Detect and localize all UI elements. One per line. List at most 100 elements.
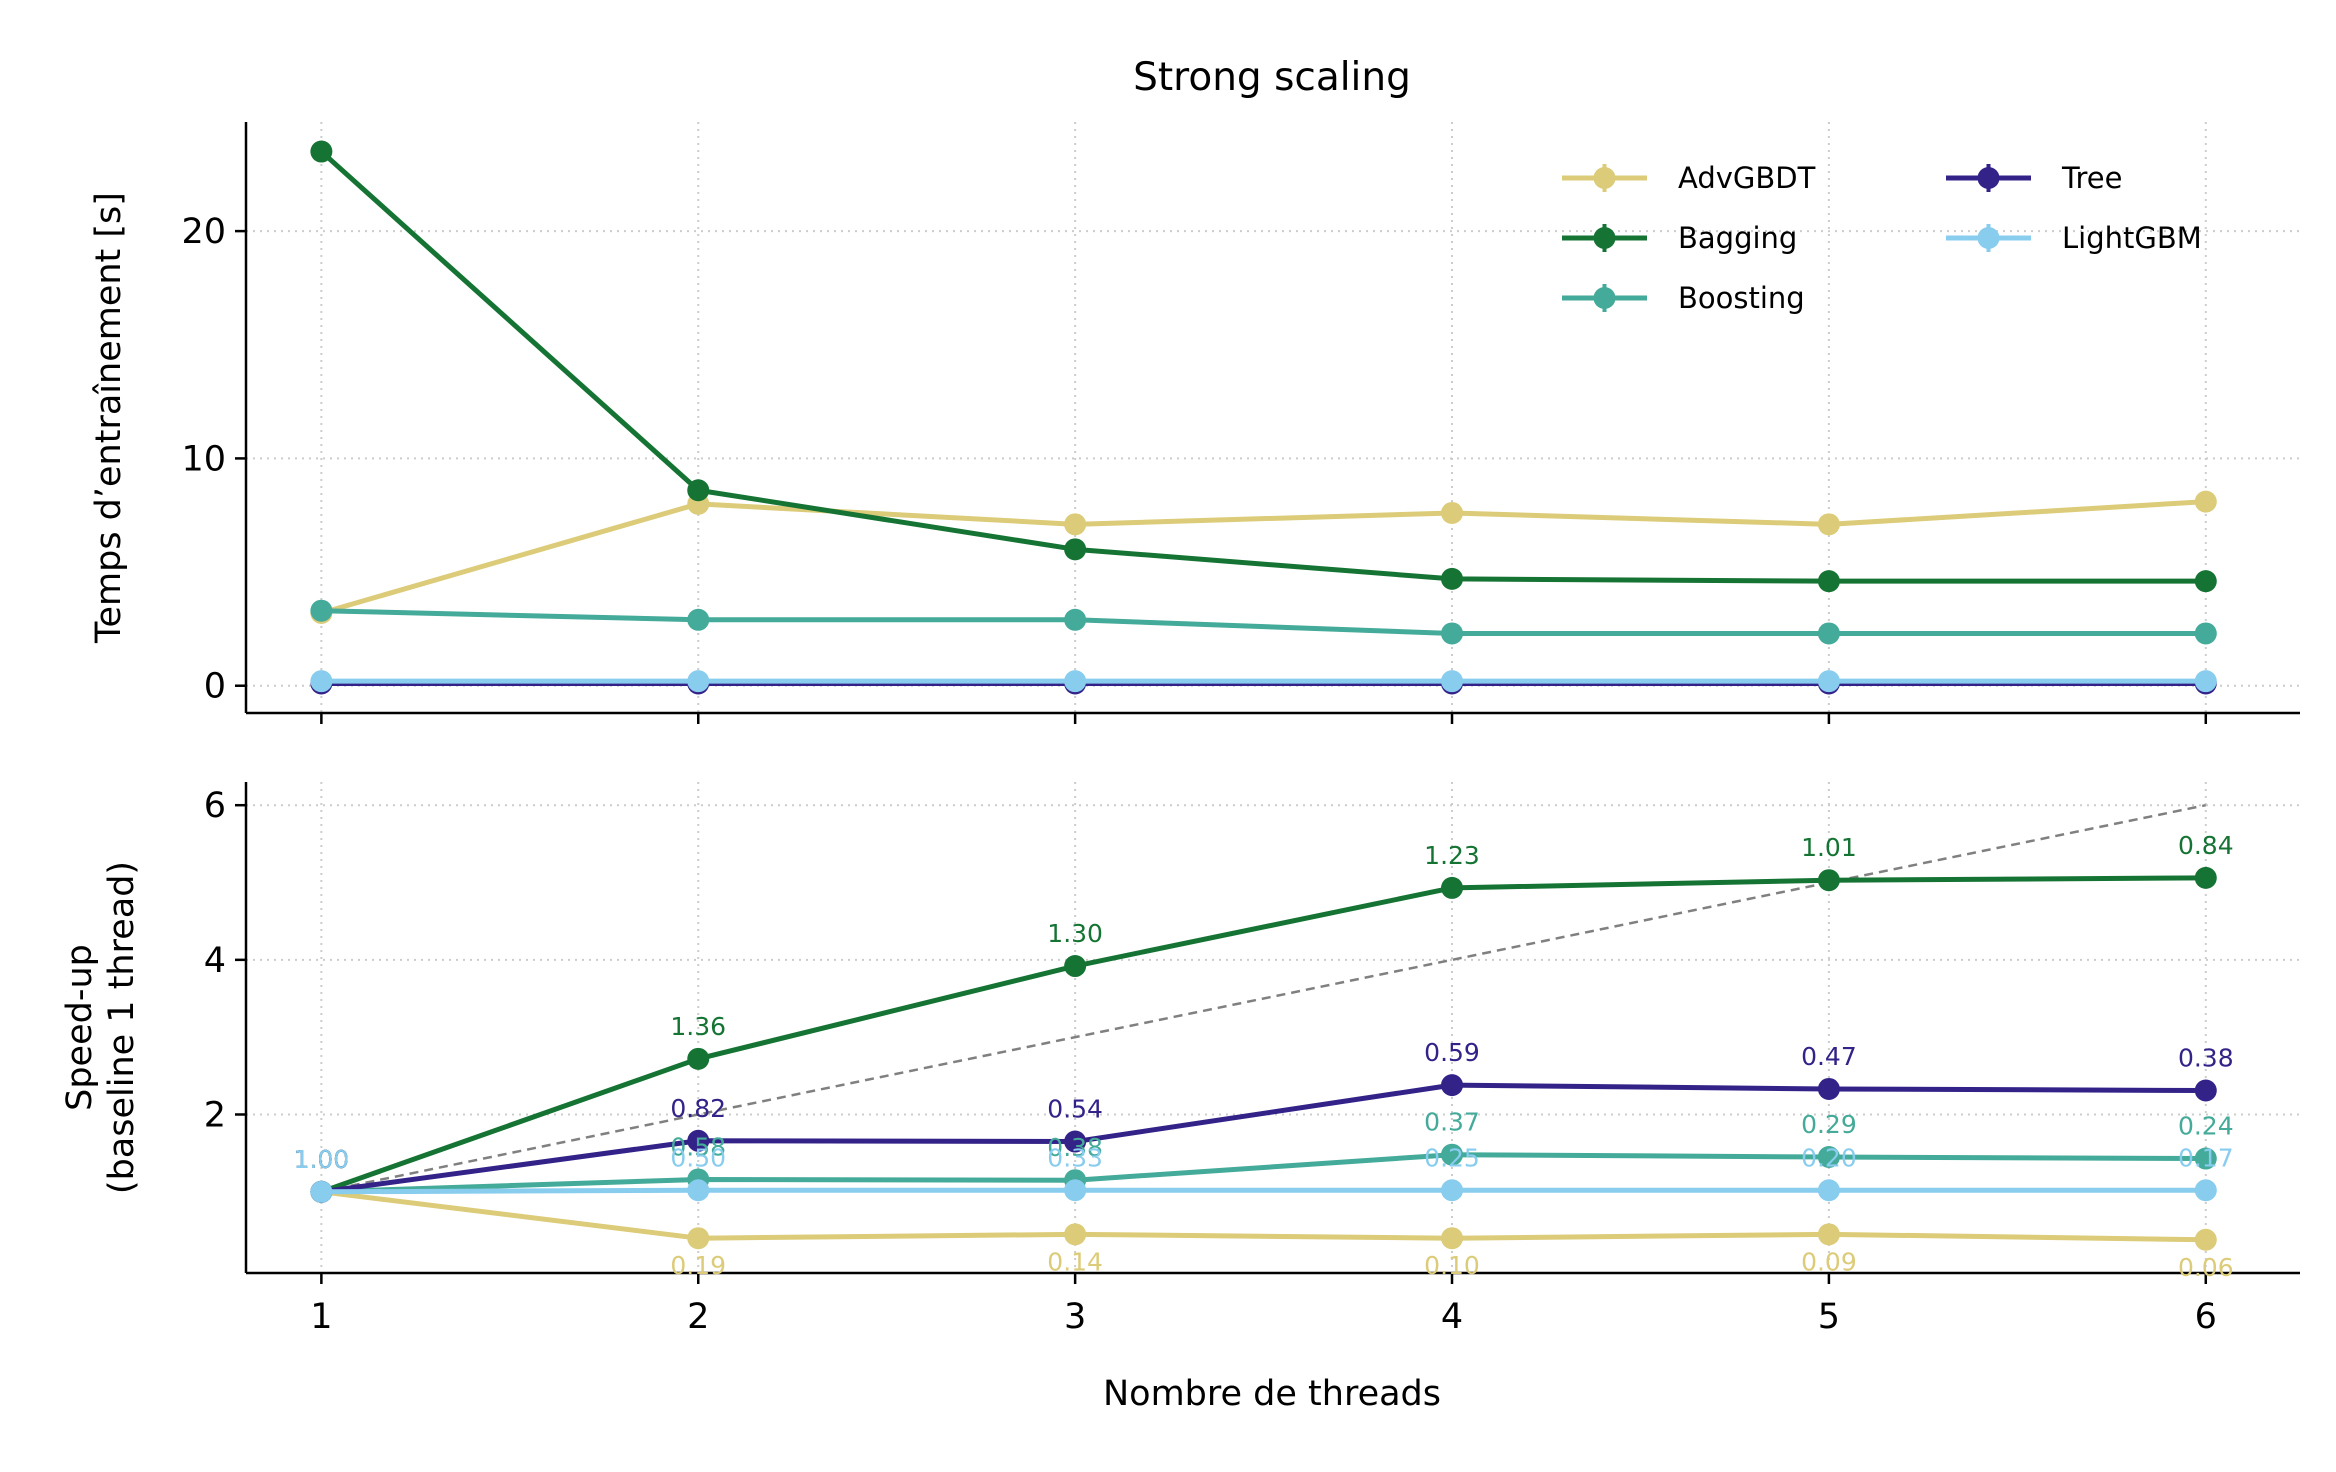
x-tick-label: 2 [687,1297,709,1337]
data-point-boosting [687,608,710,631]
data-label-bagging: 1.30 [1047,919,1103,948]
data-label-lightgbm: 0.33 [1047,1143,1103,1172]
data-point-lightgbm [2194,1179,2217,1202]
data-label-lightgbm: 0.50 [670,1143,726,1172]
legend-label-lightgbm: LightGBM [2062,221,2202,255]
data-point-tree [2194,1079,2217,1102]
data-label-advgbdt: 0.09 [1801,1247,1857,1276]
legend: AdvGBDT Bagging Boosting Tree LightGBM [1562,161,2202,315]
data-point-boosting [1817,622,1840,645]
legend-marker [1593,287,1616,309]
data-point-tree [1441,1074,1464,1097]
series-line-bagging [319,149,2206,584]
data-label-boosting: 0.29 [1801,1110,1857,1139]
data-point-advgbdt [2194,490,2217,513]
data-point-boosting [1441,622,1464,645]
y-axis-label: Temps d’entraînement [s] [89,192,129,644]
data-point-advgbdt [1064,1223,1087,1246]
data-label-advgbdt: 0.19 [670,1251,726,1280]
y-tick-label: 4 [204,941,226,981]
y-tick-label: 0 [204,667,226,707]
y-tick-label: 2 [204,1095,226,1135]
data-point-lightgbm [1817,670,1840,693]
data-label-advgbdt: 1.00 [294,1145,350,1174]
data-point-boosting [1064,608,1087,631]
data-point-bagging [687,1047,710,1070]
y-axis-label: Speed-up [60,944,100,1111]
data-point-lightgbm [2194,670,2217,693]
data-label-tree: 0.82 [670,1094,726,1123]
data-point-advgbdt [1441,1227,1464,1250]
data-point-boosting [2194,622,2217,645]
data-label-bagging: 1.23 [1424,841,1480,870]
data-label-lightgbm: 0.20 [1801,1143,1857,1172]
data-point-bagging [2194,866,2217,889]
x-axis-label: Nombre de threads [1103,1374,1441,1414]
data-point-boosting [1441,1143,1464,1166]
data-label-boosting: 0.38 [1047,1133,1103,1162]
y-axis-label: (baseline 1 thread) [102,861,142,1194]
data-point-lightgbm [1441,670,1464,693]
data-label-tree: 0.59 [1424,1038,1480,1067]
data-label-bagging: 1.36 [670,1012,726,1041]
series-line-lightgbm [321,1187,2206,1195]
y-tick-label: 6 [204,786,226,826]
data-point-bagging [687,479,710,502]
data-point-bagging [1064,538,1087,561]
speedup-panel: 2 4 6 1 2 3 4 5 6 Speed-up (baseline 1 thread) 1.00… [60,782,2300,1337]
data-point-tree [687,1129,710,1152]
data-label-boosting: 0.37 [1424,1108,1480,1137]
data-point-boosting [1817,1146,1840,1169]
data-label-lightgbm: 0.25 [1424,1143,1480,1172]
series-line-bagging [320,875,2206,1195]
data-point-lightgbm [1064,1179,1087,1202]
data-point-boosting [2194,1147,2217,1170]
legend-marker [1593,227,1616,249]
series-line-boosting [321,1152,2206,1195]
legend-marker [1593,167,1616,189]
x-tick-label: 5 [1818,1297,1840,1337]
series-line-advgbdt [321,1189,2206,1243]
data-label-bagging: 0.84 [2178,831,2234,860]
legend-label-boosting: Boosting [1678,281,1805,315]
x-tick-label: 1 [310,1297,332,1337]
data-point-lightgbm [687,670,710,693]
data-point-lightgbm [310,670,333,693]
data-label-tree: 0.47 [1801,1042,1857,1071]
data-point-bagging [1441,567,1464,590]
legend-marker [1977,167,2000,189]
data-label-tree: 0.54 [1047,1095,1103,1124]
data-label-boosting: 0.24 [2178,1112,2234,1141]
data-label-advgbdt: 0.14 [1047,1247,1103,1276]
data-point-bagging [1064,955,1087,978]
data-point-lightgbm [687,1179,710,1202]
data-point-lightgbm [310,1180,333,1203]
chart-title: Strong scaling [1133,55,1411,100]
data-label-advgbdt: 0.10 [1424,1251,1480,1280]
data-point-lightgbm [1817,1179,1840,1202]
x-tick-label: 3 [1064,1297,1086,1337]
series-line-advgbdt [320,499,2206,616]
data-point-tree [1817,1077,1840,1100]
data-label-boosting: 1.00 [294,1145,350,1174]
data-point-advgbdt [1064,513,1087,536]
data-label-bagging: 1.01 [1801,833,1857,862]
y-tick-label: 20 [181,212,226,252]
data-point-bagging [1817,570,1840,593]
legend-label-advgbdt: AdvGBDT [1678,161,1816,195]
series-line-boosting [321,608,2206,636]
data-point-advgbdt [2194,1228,2217,1251]
data-point-tree [1064,1130,1087,1153]
data-label-bagging: 1.00 [294,1145,350,1174]
x-tick-label: 4 [1441,1297,1463,1337]
data-label-lightgbm: 0.17 [2178,1143,2234,1172]
data-label-advgbdt: 0.06 [2178,1253,2234,1282]
y-tick-label: 10 [181,439,226,479]
legend-marker [1977,227,2000,249]
data-point-boosting [310,599,333,622]
ideal-speedup-line [321,803,2207,1194]
data-label-boosting: 0.58 [670,1132,726,1161]
legend-label-tree: Tree [2061,161,2122,195]
data-point-advgbdt [1817,513,1840,536]
